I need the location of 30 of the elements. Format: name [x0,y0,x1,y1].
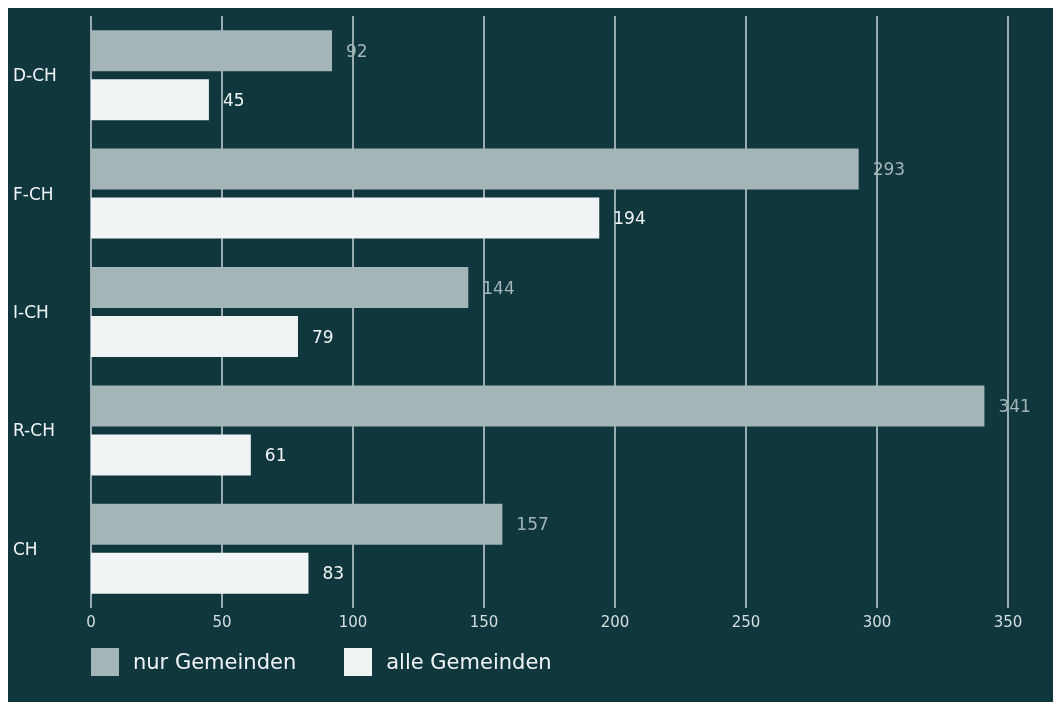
bar [91,385,985,427]
x-tick-label: 200 [600,612,630,631]
y-tick-label: D-CH [13,65,57,86]
bar [91,79,209,121]
x-tick-label: 300 [862,612,892,631]
x-tick-label: 0 [86,612,96,631]
y-tick-label: I-CH [13,302,49,323]
bar [91,434,251,476]
data-label: 83 [322,563,345,584]
bar [91,267,469,309]
bar [91,552,309,594]
legend-label: alle Gemeinden [386,650,552,674]
bar [91,197,600,239]
data-label: 61 [264,444,287,465]
x-tick-label: 150 [469,612,499,631]
data-label: 157 [516,514,549,535]
y-tick-label: F-CH [13,183,54,204]
bar [91,148,859,190]
data-label: 45 [222,89,245,110]
bar [91,30,333,72]
x-tick-label: 100 [338,612,368,631]
x-tick-label: 350 [993,612,1023,631]
y-tick-label: R-CH [13,420,55,441]
bar [91,316,298,358]
y-tick-label: CH [13,538,38,559]
bar [91,503,503,545]
x-tick-label: 50 [212,612,232,631]
legend-label: nur Gemeinden [133,650,297,674]
data-label: 79 [311,326,334,347]
x-tick-label: 250 [731,612,761,631]
